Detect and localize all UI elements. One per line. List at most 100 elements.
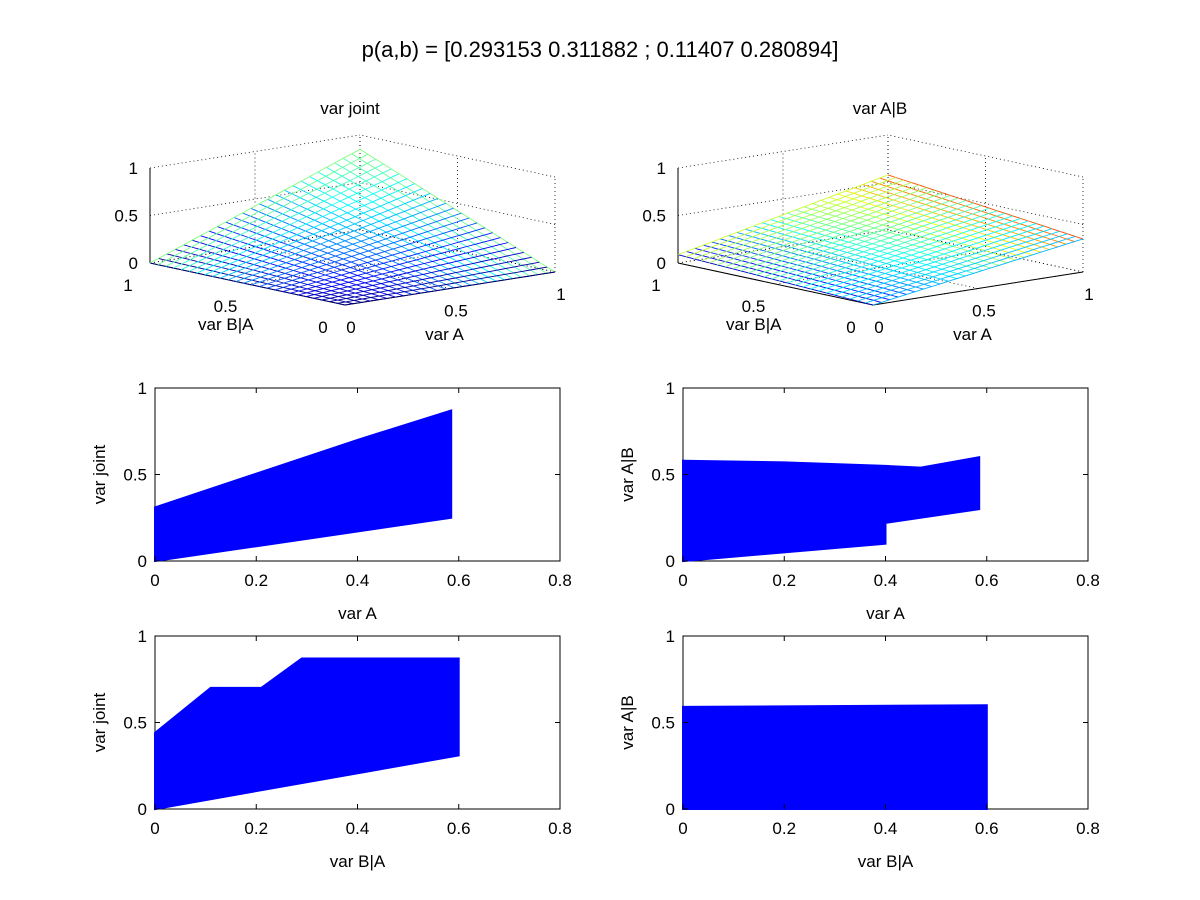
mesh-line [188,173,400,272]
mesh-line [849,230,1060,300]
z-tick-label: 1 [657,159,666,178]
x-tick-label: 0.4 [346,819,370,838]
mesh-line [771,205,982,280]
y-tick-label: 1 [666,379,675,398]
surface-mesh [149,148,556,306]
scatter-plot-3: 0 0.2 0.4 0.6 0.8 0 0.5 1 var B|A var joint [90,627,572,871]
x-tick-label: 0 [150,819,159,838]
y-tick-label: 0 [846,318,855,337]
mesh-line [298,242,509,296]
mesh-line [736,231,932,287]
mesh-line [181,168,392,271]
y-tick-label: 1 [138,627,147,646]
mesh-line [833,225,1045,296]
x-tick-label: 0.6 [447,571,471,590]
mesh-line [149,148,361,264]
mesh-line [235,202,446,282]
mesh-line [309,176,505,281]
mesh-line [173,163,384,269]
x-tick-label: 0.8 [548,571,572,590]
mesh-line [872,238,1084,306]
mesh-line [820,199,1016,261]
mesh-line [208,230,404,297]
mesh-line [685,177,896,258]
surface-mesh [677,174,1084,306]
surface-plot-1: 0 0.5 1 0 0.5 1 0 0.5 1 var A var B|A var joint [114,99,565,344]
z-tick-label: 0 [129,254,138,273]
mesh-line [351,153,547,274]
mesh-line [740,194,951,272]
mesh-line [157,153,369,266]
mesh-line [794,212,1006,286]
mesh-line [217,226,413,295]
mesh-line [337,266,548,304]
mesh-line [183,244,379,301]
mesh-line [803,206,1000,266]
y-tick-label: 1 [666,627,675,646]
x-axis-label: var A [866,604,905,623]
y-axis-label: var B|A [726,315,782,334]
mesh-line [149,262,346,306]
mesh-line [732,192,943,270]
mesh-line [259,217,470,287]
mesh-line [837,193,1033,256]
mesh-line [802,215,1013,288]
x-tick-label: 0.2 [244,571,268,590]
figure-title: p(a,b) = [0.293153 0.311882 ; 0.11407 0.… [362,37,839,62]
mesh-line [326,167,522,278]
x-tick-label: 1 [1084,285,1093,304]
mesh-line [763,202,974,278]
mesh-line [305,247,517,298]
y-tick-label: 0 [666,552,675,571]
data-points [682,704,988,810]
x-tick-label: 0.2 [244,819,268,838]
mesh-line [220,192,431,279]
mesh-line [212,188,423,277]
mesh-line [812,203,1008,264]
mesh-line [165,158,376,267]
mesh-line [282,232,493,293]
mesh-line [778,215,974,274]
mesh-line [709,184,920,264]
y-tick-label: 0.5 [651,466,675,485]
mesh-line [865,235,1076,304]
y-axis-label: var joint [90,444,109,504]
mesh-line [250,207,446,290]
y-tick-label: 0 [138,552,147,571]
x-tick-label: 0.6 [975,571,999,590]
subplot-title: var A|B [853,99,908,118]
mesh-line [745,228,941,285]
z-tick-label: 0.5 [114,207,138,226]
z-tick-label: 1 [129,159,138,178]
x-tick-label: 0 [150,571,159,590]
x-tick-label: 0 [874,318,883,337]
mesh-line [677,174,889,256]
mesh-line [243,207,454,284]
mesh-line [342,157,539,275]
mesh-line [703,244,899,298]
mesh-line [854,187,1050,250]
y-axis-label: var A|B [618,447,637,502]
mesh-line [267,198,463,287]
mesh-line [724,189,935,268]
mesh-line [857,233,1068,302]
data-points [154,657,460,811]
mesh-line [761,222,958,280]
y-tick-label: 0 [318,318,327,337]
mesh-line [158,257,354,305]
scatter-plot-1: 0 0.2 0.4 0.6 0.8 0 0.5 1 var A var joint [90,379,572,623]
mesh-line [266,222,478,289]
mesh-line [166,253,362,303]
mesh-line [359,148,556,273]
mesh-line [795,209,991,269]
mesh-line [755,200,967,276]
x-tick-label: 0.2 [772,819,796,838]
x-tick-label: 0.5 [972,302,996,321]
mesh-line [787,210,998,284]
mesh-line [334,162,531,277]
mesh-line [879,177,1075,243]
mesh-line [275,194,472,286]
mesh-line [284,189,480,285]
mesh-line [686,251,882,303]
mesh-line [810,217,1021,290]
